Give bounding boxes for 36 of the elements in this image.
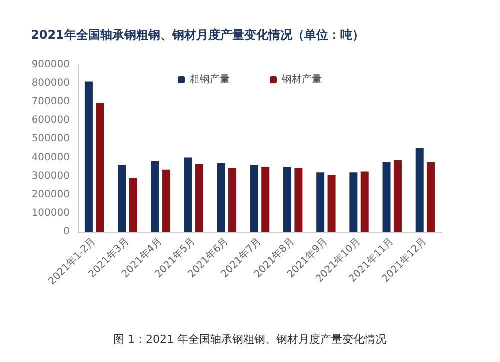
bar: [328, 175, 336, 232]
bar: [217, 163, 226, 232]
y-tick-label: 700000: [32, 96, 70, 108]
bar: [195, 164, 204, 232]
chart-title: 2021年全国轴承钢粗钢、钢材月度产量变化情况（单位：吨）: [31, 28, 364, 42]
bar: [84, 82, 93, 232]
bar: [118, 165, 126, 232]
y-tick-label: 300000: [32, 170, 70, 182]
caption: 图 1：2021 年全国轴承钢粗钢、钢材月度产量变化情况: [114, 333, 387, 346]
legend-label: 粗钢产量: [190, 74, 230, 86]
bar: [350, 172, 358, 232]
y-tick-label: 800000: [32, 78, 70, 90]
bar: [294, 168, 303, 232]
bar: [184, 158, 192, 232]
bar: [129, 178, 138, 232]
bar: [250, 165, 258, 232]
bar: [382, 162, 391, 232]
bar: [151, 161, 160, 232]
y-tick-label: 500000: [32, 134, 70, 145]
y-tick-label: 400000: [32, 152, 70, 164]
bar: [283, 167, 292, 232]
bar: [427, 162, 436, 232]
y-tick-label: 600000: [32, 115, 70, 126]
bar: [96, 103, 104, 232]
bar: [316, 172, 325, 232]
y-tick-label: 0: [64, 226, 70, 238]
bar: [416, 148, 424, 232]
bar: [162, 170, 170, 232]
legend-label: 钢材产量: [281, 74, 322, 86]
y-tick-label: 200000: [32, 189, 70, 200]
bar: [262, 167, 270, 232]
bar: [228, 168, 237, 232]
bar: [360, 172, 369, 232]
y-tick-label: 900000: [32, 60, 70, 70]
y-tick-label: 100000: [32, 208, 70, 219]
bar: [394, 160, 402, 232]
